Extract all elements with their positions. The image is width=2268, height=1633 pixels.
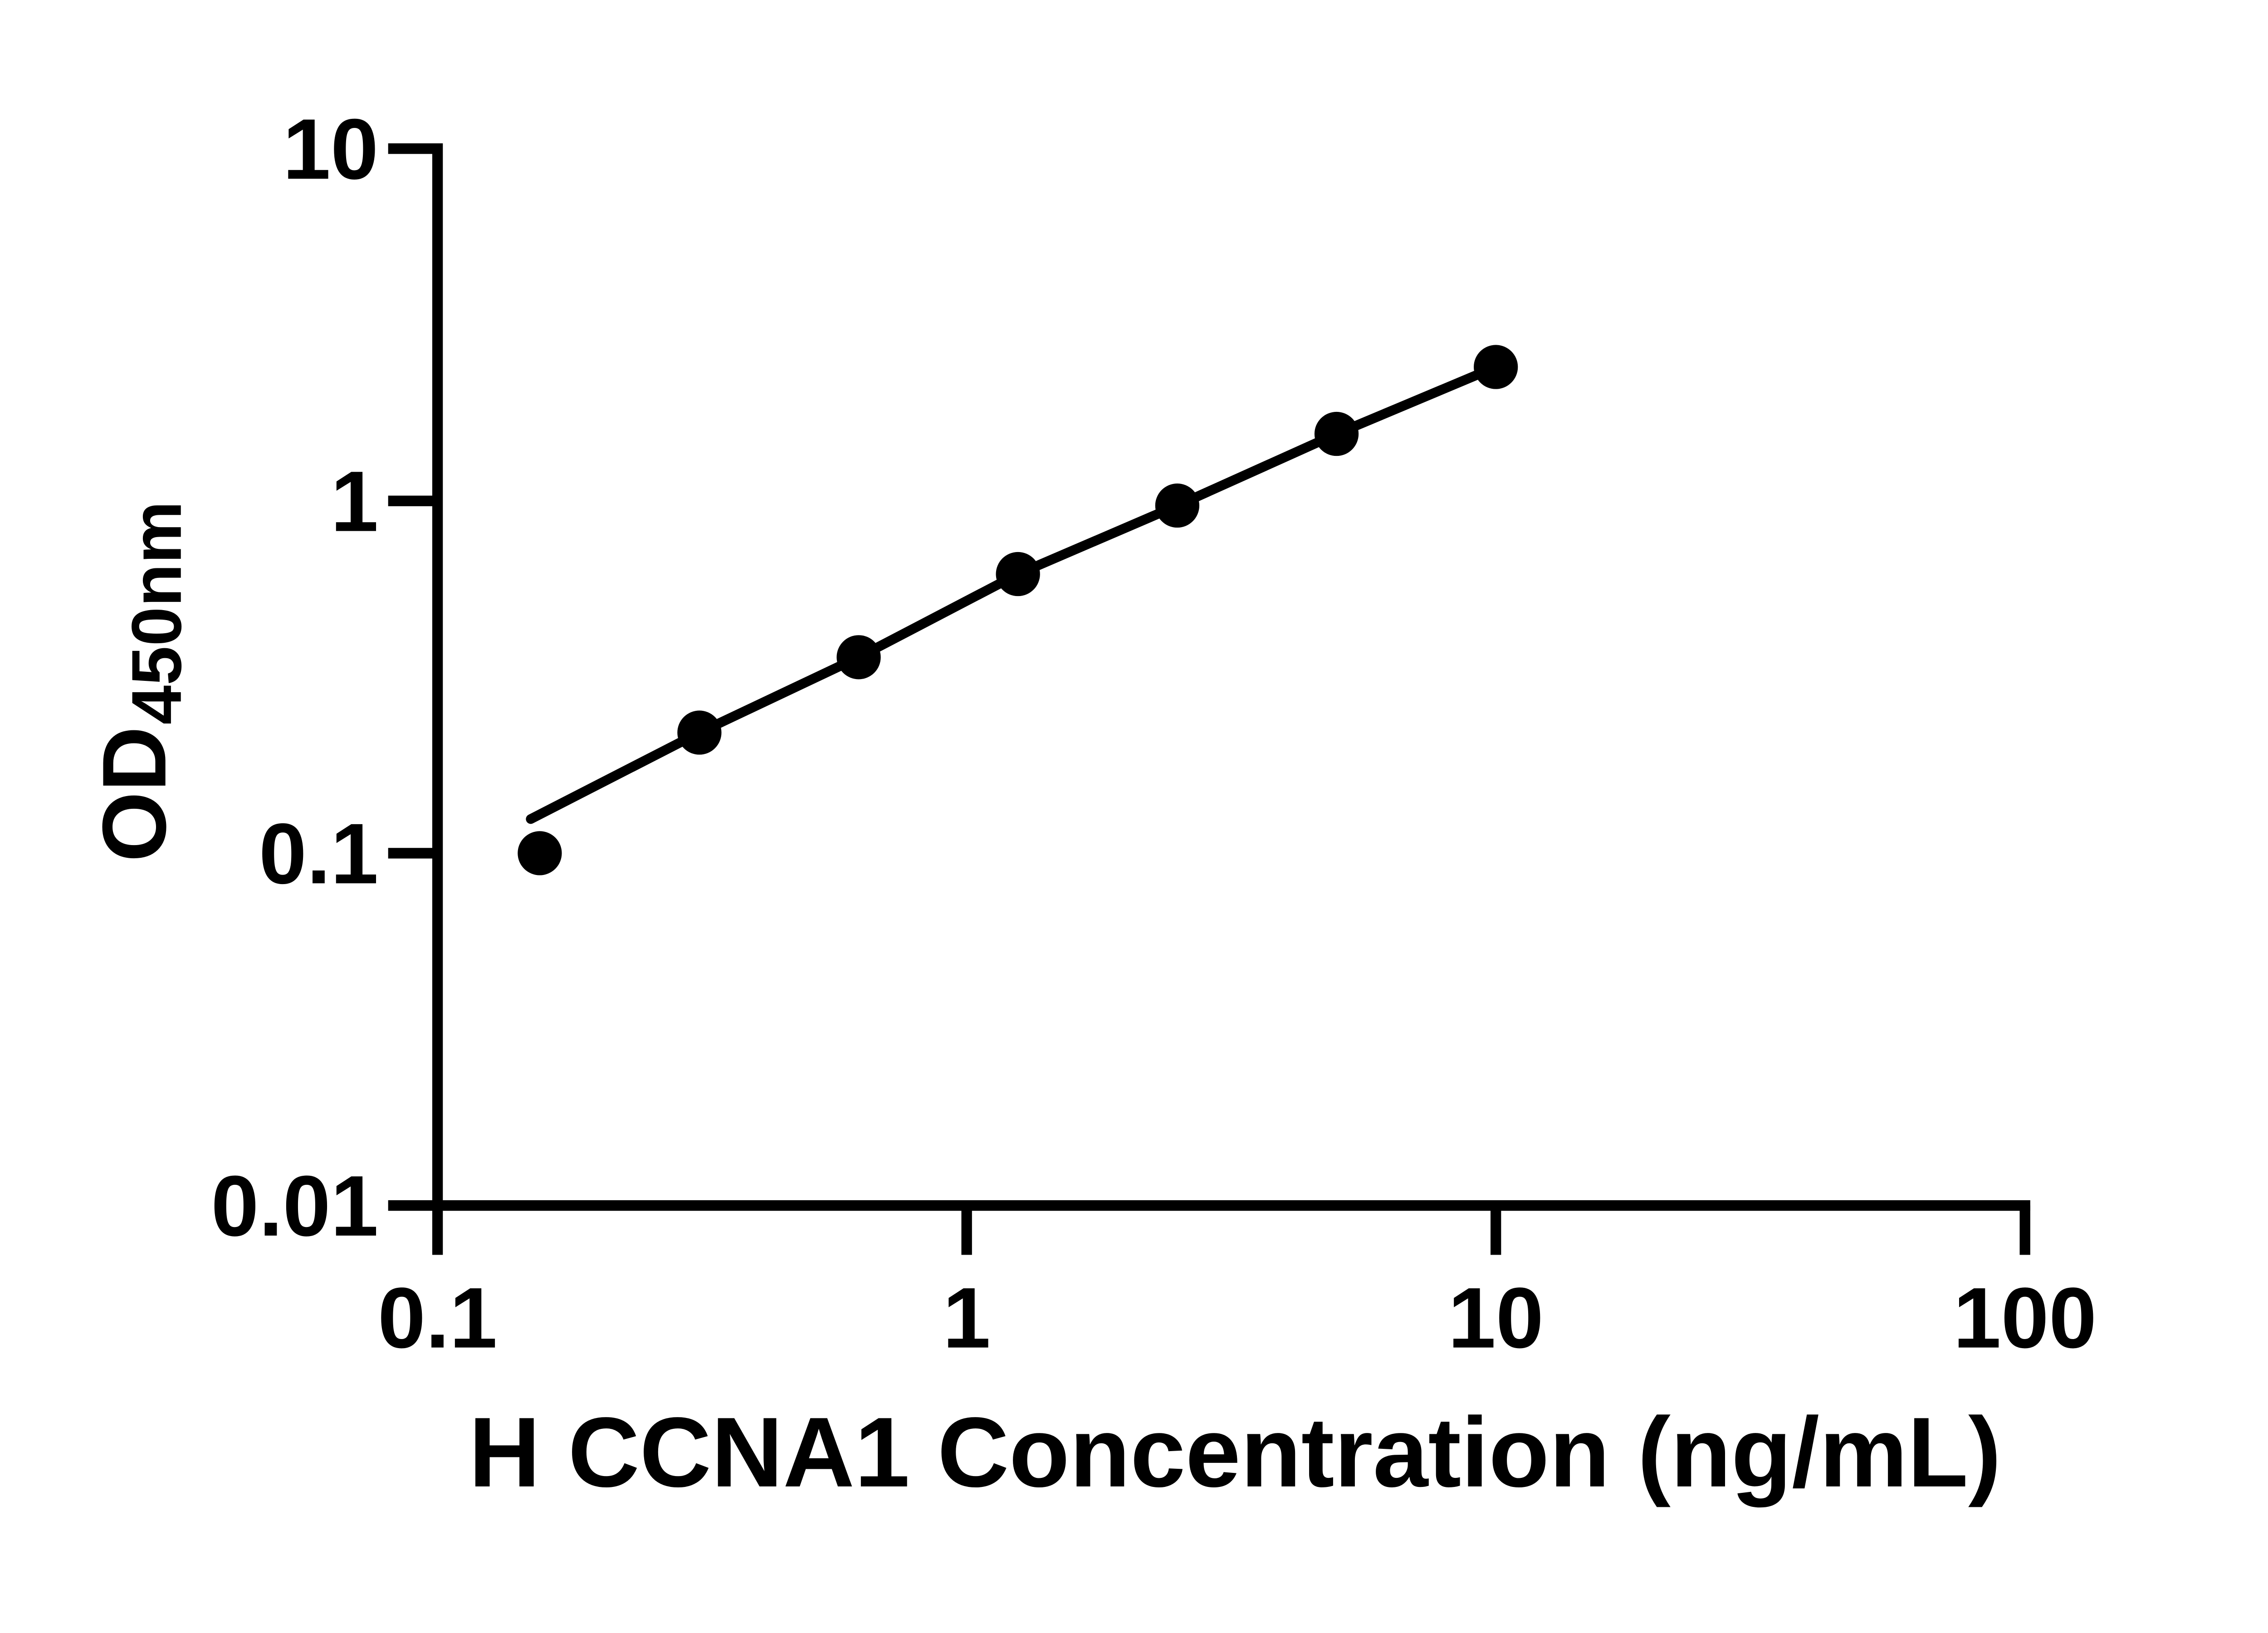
data-point <box>836 635 881 680</box>
x-tick-label: 100 <box>1953 1270 2097 1366</box>
data-point <box>1474 345 1518 389</box>
elisa-standard-curve-figure: 10 1 0.1 0.01 0.1 1 10 100 H CCNA1 Concentrati… <box>84 101 2097 1508</box>
y-axis-title-main: OD <box>84 726 185 862</box>
data-point <box>996 552 1040 596</box>
y-tick-label: 0.1 <box>259 806 379 902</box>
x-tick-label: 1 <box>943 1270 990 1366</box>
x-axis-ticks <box>432 1205 2030 1255</box>
data-point <box>1155 483 1200 528</box>
y-tick-label: 10 <box>283 101 378 197</box>
data-point <box>677 710 722 755</box>
x-tick-label: 0.1 <box>378 1270 498 1366</box>
axes <box>432 143 2030 1211</box>
y-tick-label: 1 <box>331 454 378 550</box>
y-axis-tick-labels: 10 1 0.1 0.01 <box>211 101 378 1254</box>
y-axis-ticks <box>388 143 438 1211</box>
data-point <box>1314 411 1359 456</box>
plot-layer <box>518 345 1518 875</box>
data-point <box>518 831 562 875</box>
x-tick-label: 10 <box>1448 1270 1544 1366</box>
y-axis-title: OD 450nm <box>84 501 196 862</box>
y-tick-label: 0.01 <box>211 1158 378 1254</box>
x-axis-title: H CCNA1 Concentration (ng/mL) <box>469 1397 2001 1508</box>
y-axis-title-subscript: 450nm <box>117 501 196 724</box>
x-axis-tick-labels: 0.1 1 10 100 <box>378 1270 2097 1366</box>
